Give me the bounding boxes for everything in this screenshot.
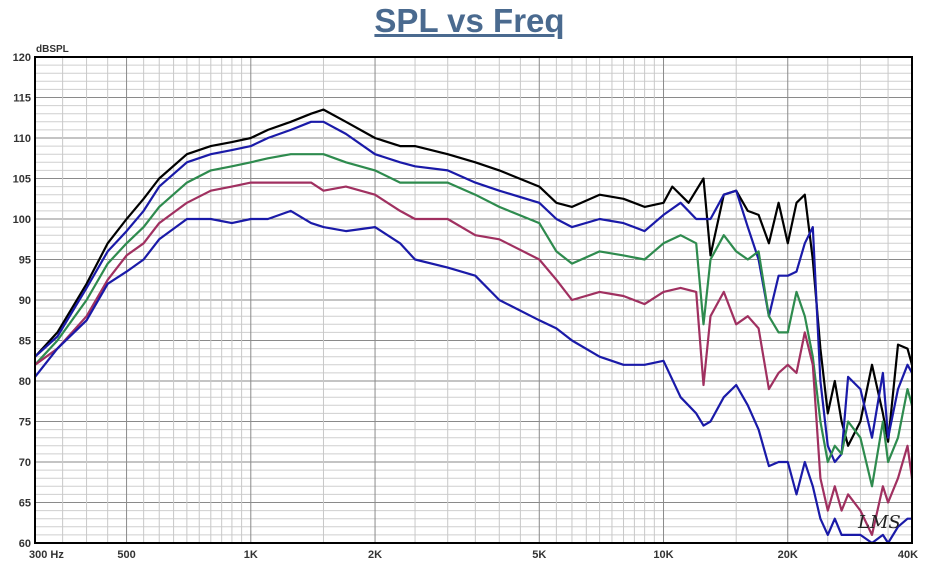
series-line-1 (34, 108, 914, 447)
grid (35, 57, 912, 543)
series-group (34, 108, 914, 545)
y-tick-label: 80 (19, 376, 31, 388)
y-tick-labels: 120 115 110 105 100 95 90 85 80 75 70 65 60 (13, 52, 31, 550)
x-tick-label: 20K (778, 549, 798, 561)
y-tick-label: 110 (13, 133, 31, 145)
y-tick-label: 85 (19, 336, 31, 348)
y-tick-label: 120 (13, 52, 31, 64)
x-tick-label: 500 (117, 549, 135, 561)
x-tick-label: 5K (532, 549, 546, 561)
series-line-4 (34, 181, 914, 536)
plot-frame (34, 56, 913, 544)
y-axis-label: dBSPL (36, 44, 69, 55)
series-line-3 (34, 153, 914, 488)
x-tick-label: 40K (898, 549, 918, 561)
lms-watermark: LMS (858, 512, 901, 533)
series-line-5 (34, 209, 912, 545)
x-tick-label: 10K (653, 549, 673, 561)
y-tick-label: 95 (19, 255, 31, 267)
x-tick-label: 1K (244, 549, 258, 561)
y-tick-label: 65 (19, 498, 31, 510)
series-line-2 (34, 120, 913, 464)
y-tick-label: 70 (19, 457, 31, 469)
y-tick-label: 115 (13, 93, 31, 105)
x-tick-label: 300 Hz (29, 549, 64, 561)
x-tick-labels: 300 Hz 500 1K 2K 5K 10K 20K 40K (29, 549, 918, 561)
chart-title: SPL vs Freq (374, 2, 565, 39)
y-tick-label: 60 (19, 538, 31, 550)
x-tick-label: 2K (368, 549, 382, 561)
y-tick-label: 90 (19, 295, 31, 307)
y-tick-label: 105 (13, 174, 31, 186)
y-tick-label: 100 (13, 214, 31, 226)
y-tick-label: 75 (19, 417, 31, 429)
